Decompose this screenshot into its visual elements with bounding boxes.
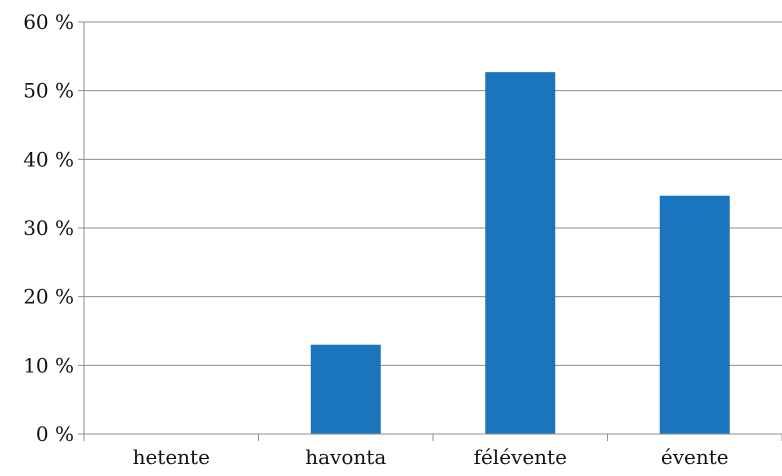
bar-félévente bbox=[485, 72, 556, 435]
x-tick-label: havonta bbox=[305, 445, 386, 469]
y-tick-label: 40 % bbox=[23, 147, 74, 171]
y-tick-label: 60 % bbox=[23, 10, 74, 34]
axes bbox=[78, 21, 782, 441]
y-tick-label: 30 % bbox=[23, 216, 74, 240]
y-tick-label: 10 % bbox=[23, 353, 74, 377]
y-tick-label: 50 % bbox=[23, 79, 74, 103]
x-tick-label: félévente bbox=[474, 445, 567, 469]
x-tick-label: hetente bbox=[133, 445, 210, 469]
bars bbox=[310, 72, 730, 435]
y-tick-label: 20 % bbox=[23, 285, 74, 309]
bar-évente bbox=[659, 195, 730, 434]
tick-labels: 0 % 10 % 20 % 30 % 40 % 50 % 60 % hetente havont… bbox=[23, 10, 728, 469]
x-tick-label: évente bbox=[661, 445, 729, 469]
bar-havonta bbox=[310, 344, 381, 434]
y-tick-label: 0 % bbox=[36, 422, 74, 446]
